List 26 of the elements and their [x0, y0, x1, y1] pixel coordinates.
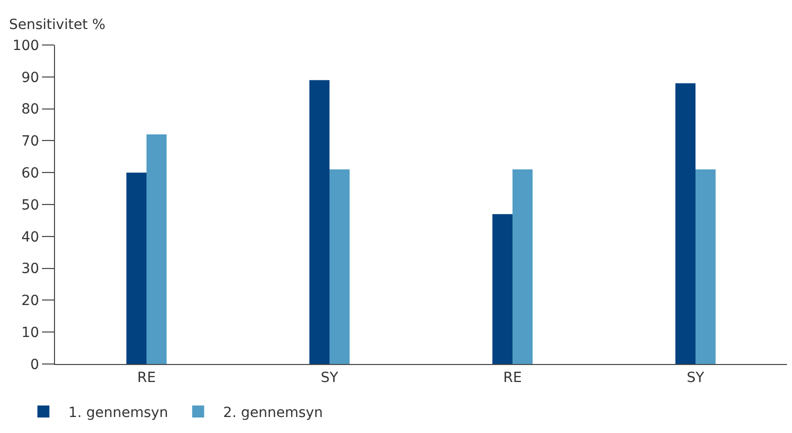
y-tick-label: 30 — [21, 261, 40, 278]
x-tick-label: SY — [686, 370, 705, 386]
y-tick-label: 0 — [30, 356, 40, 373]
bar — [675, 83, 696, 364]
x-tick-label: RE — [503, 370, 522, 386]
y-tick-label: 50 — [21, 197, 40, 214]
y-tick-label: 10 — [21, 325, 40, 341]
bar — [696, 169, 716, 364]
y-tick-label: 80 — [21, 102, 40, 118]
legend-label: 1. gennemsyn — [68, 404, 168, 421]
x-tick-label: RE — [137, 370, 156, 386]
bar — [330, 169, 350, 364]
y-tick-label: 60 — [21, 166, 40, 182]
y-tick-label: 40 — [21, 229, 40, 246]
y-tick-label: 20 — [21, 293, 40, 310]
bar — [126, 172, 146, 364]
x-tick-label: SY — [320, 370, 339, 386]
y-axis-title: Sensitivitet % — [9, 17, 106, 33]
y-tick-label: 100 — [12, 38, 40, 54]
bar — [146, 134, 167, 364]
legend-label: 2. gennemsyn — [223, 404, 323, 421]
bar — [309, 80, 330, 364]
y-tick-label: 90 — [21, 70, 40, 86]
bar — [492, 214, 512, 364]
bar — [512, 169, 533, 364]
y-tick-label: 70 — [21, 134, 40, 150]
